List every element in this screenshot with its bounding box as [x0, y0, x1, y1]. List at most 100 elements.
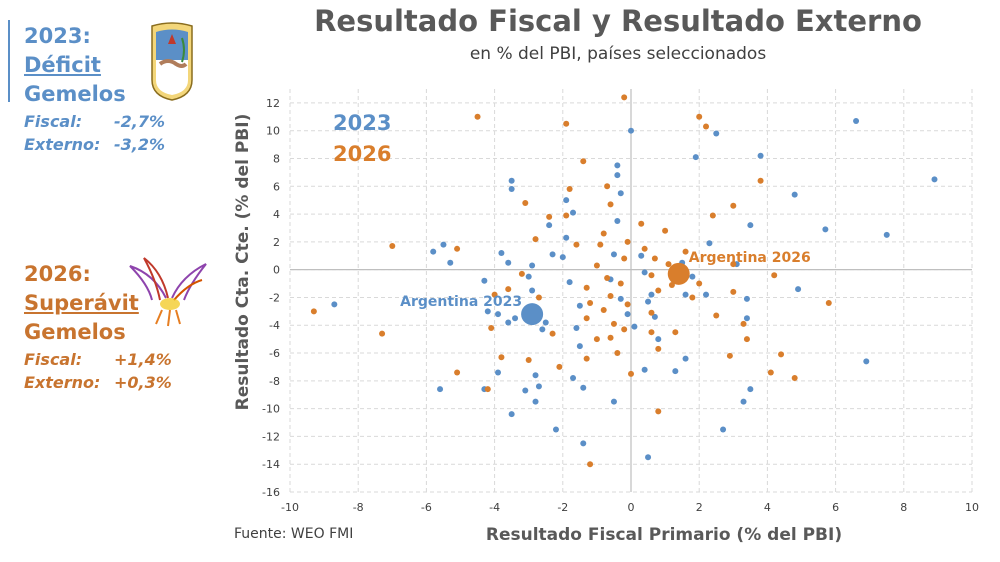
point-2023 [641, 269, 648, 276]
point-2023 [508, 411, 515, 418]
point-2026 [672, 329, 679, 336]
y-tick-label: 4 [273, 208, 280, 221]
point-2023 [539, 326, 546, 333]
point-2023 [610, 398, 617, 405]
point-2023 [791, 191, 798, 198]
point-2023 [614, 162, 621, 169]
point-2026 [563, 120, 570, 127]
y-tick-label: -4 [269, 319, 280, 332]
point-2023 [495, 369, 502, 376]
point-2023 [614, 218, 621, 225]
point-2026 [730, 202, 737, 209]
point-2023 [617, 295, 624, 302]
summary-2023-title-2: Gemelos [24, 82, 126, 107]
y-tick-label: -16 [262, 486, 280, 499]
point-2026 [621, 326, 628, 333]
point-2023 [552, 426, 559, 433]
point-2026 [488, 325, 495, 332]
x-tick-label: 4 [764, 501, 771, 514]
point-2026 [484, 386, 491, 393]
point-2023 [580, 440, 587, 447]
point-2026 [726, 352, 733, 359]
x-tick-label: 8 [900, 501, 907, 514]
chart-highlights: Argentina 2023 Argentina 2026 [400, 250, 811, 326]
point-2026 [580, 158, 587, 165]
y-tick-label: 8 [273, 152, 280, 165]
point-2026 [525, 356, 532, 363]
point-2023 [525, 273, 532, 280]
point-2023 [706, 240, 713, 247]
legend-2023: 2023 [333, 111, 391, 135]
point-2026 [662, 227, 669, 234]
point-2023 [692, 154, 699, 161]
point-2023 [573, 325, 580, 332]
point-2026 [522, 199, 529, 206]
point-2023 [484, 308, 491, 315]
point-2023 [529, 262, 536, 269]
chart-ticks: -10 -8 -6 -4 -2 0 2 4 6 8 10 -16 -14 -12 -10 -8 -6 -4 -2 0 2… [262, 97, 979, 514]
point-2023 [631, 323, 638, 330]
point-2023 [795, 286, 802, 293]
external-label: Externo: [24, 372, 101, 392]
point-2023 [505, 259, 512, 266]
summary-2023-title-1: Déficit [24, 53, 101, 78]
point-2026 [648, 272, 655, 279]
summary-2026-year: 2026: [24, 262, 91, 286]
highlight-label: Argentina 2026 [689, 250, 811, 266]
point-2026 [778, 351, 785, 358]
point-2023 [495, 311, 502, 318]
point-2023 [430, 248, 437, 255]
point-2026 [628, 370, 634, 377]
point-2023 [682, 291, 689, 298]
x-axis-label: Resultado Fiscal Primario (% del PBI) [486, 525, 842, 545]
point-2023 [512, 315, 519, 322]
point-2023 [566, 279, 573, 286]
point-2023 [757, 152, 764, 159]
point-2026 [566, 186, 573, 193]
highlight-point [667, 262, 690, 285]
point-2026 [546, 213, 553, 220]
point-2023 [559, 254, 566, 261]
point-2026 [621, 94, 628, 101]
point-2023 [743, 315, 750, 322]
highlight-point [521, 303, 544, 326]
point-2026 [638, 220, 645, 227]
y-tick-label: -6 [269, 347, 280, 360]
point-2026 [730, 288, 737, 295]
point-2023 [529, 287, 536, 294]
point-2026 [518, 270, 525, 277]
point-2023 [614, 172, 621, 179]
point-2023 [713, 130, 720, 137]
y-tick-label: -8 [269, 375, 280, 388]
point-2026 [454, 369, 461, 376]
summary-2026: 2026: Superávit Gemelos Fiscal: +1,4% Ex… [24, 262, 172, 396]
point-2023 [570, 209, 577, 216]
x-tick-label: -2 [557, 501, 568, 514]
chart-points [310, 94, 938, 468]
point-2023 [498, 249, 505, 256]
point-2026 [825, 300, 832, 307]
y-tick-label: 6 [273, 180, 280, 193]
point-2026 [655, 287, 662, 294]
left-panel: 2023: Déficit Gemelos Fiscal: -2,7% Exte… [0, 0, 230, 562]
fiscal-label: Fiscal: [24, 111, 83, 131]
source-note: Fuente: WEO FMI [234, 526, 354, 542]
point-2026 [556, 363, 563, 370]
highlight-label: Argentina 2023 [400, 294, 522, 310]
point-2023 [720, 426, 727, 433]
point-2023 [672, 368, 679, 375]
point-2023 [655, 336, 662, 343]
point-2026 [593, 336, 600, 343]
point-2023 [747, 386, 754, 393]
point-2023 [641, 366, 648, 373]
point-2026 [587, 300, 594, 307]
point-2026 [624, 238, 631, 245]
point-2026 [771, 272, 778, 279]
point-2026 [491, 291, 498, 298]
summary-2026-external: Externo: +0,3% [24, 373, 172, 392]
summary-2026-title-1: Superávit [24, 291, 139, 316]
point-2026 [730, 261, 737, 268]
point-2026 [689, 294, 696, 301]
x-tick-label: -6 [421, 501, 432, 514]
point-2023 [542, 319, 549, 326]
